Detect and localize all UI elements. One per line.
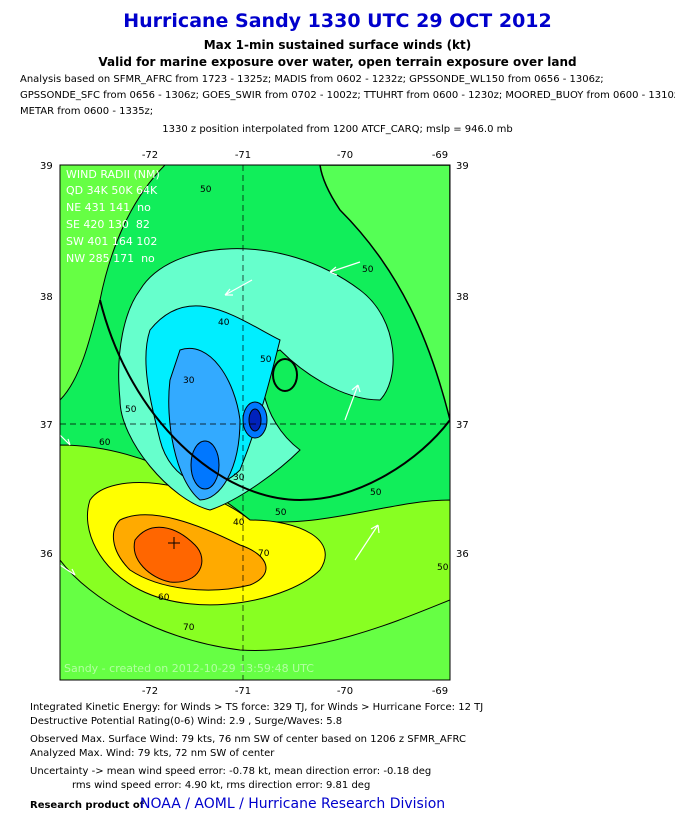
- lat-label: 38: [40, 292, 53, 303]
- radii-row: SW 401 164 102: [66, 235, 157, 248]
- footer-line: Analyzed Max. Wind: 79 kts, 72 nm SW of …: [30, 748, 275, 759]
- watermark: Sandy - created on 2012-10-29 13:59:48 U…: [64, 662, 314, 675]
- lat-label: 37: [456, 420, 469, 431]
- lon-label: -72: [142, 686, 158, 697]
- lat-label: 36: [40, 549, 53, 560]
- lon-label: -69: [432, 686, 448, 697]
- contour-label: 50: [260, 355, 272, 365]
- lon-label: -72: [142, 150, 158, 161]
- wind-field: [60, 165, 450, 680]
- radii-row: SE 420 130 82: [66, 218, 150, 231]
- analysis-line: GPSSONDE_SFC from 0656 - 1306z; GOES_SWI…: [20, 90, 675, 101]
- contour-label: 50: [200, 185, 212, 195]
- contour-label: 40: [218, 318, 230, 328]
- contour-label: 30: [183, 376, 195, 386]
- contour-label: 60: [99, 438, 111, 448]
- axis-labels: -72 -71 -70 -69 -72 -71 -70 -69 39 38 37…: [40, 150, 469, 697]
- map-frame: [59, 164, 451, 681]
- contour-label: 50: [370, 488, 382, 498]
- lon-label: -69: [432, 150, 448, 161]
- subtitle-2: Valid for marine exposure over water, op…: [98, 55, 577, 69]
- lon-label: -70: [337, 150, 353, 161]
- lon-label: -71: [235, 150, 251, 161]
- credit-label: Research product of: [30, 800, 145, 811]
- lat-label: 36: [456, 549, 469, 560]
- lat-label: 39: [456, 161, 469, 172]
- radii-row: NE 431 141 no: [66, 201, 151, 214]
- contour-label: 40: [233, 518, 245, 528]
- lat-label: 39: [40, 161, 53, 172]
- contour-label: 50: [362, 265, 374, 275]
- analysis-line: Analysis based on SFMR_AFRC from 1723 - …: [20, 74, 604, 85]
- lon-label: -70: [337, 686, 353, 697]
- footer-line: Destructive Potential Rating(0-6) Wind: …: [30, 716, 343, 727]
- contour-label: 60: [158, 593, 170, 603]
- contour-labels: 50 50 40 50 30 50 60 50 30 40 50 70 60 7…: [99, 185, 449, 633]
- subtitle: Max 1-min sustained surface winds (kt): [203, 38, 472, 52]
- radii-row: NW 285 171 no: [66, 252, 155, 265]
- lat-label: 37: [40, 420, 53, 431]
- analysis-line: METAR from 0600 - 1335z;: [20, 106, 154, 117]
- footer-line: Uncertainty -> mean wind speed error: -0…: [30, 766, 432, 777]
- footer-line: rms wind speed error: 4.90 kt, rms direc…: [72, 780, 371, 791]
- lon-label: -71: [235, 686, 251, 697]
- footer-line: Integrated Kinetic Energy: for Winds > T…: [30, 702, 484, 713]
- wind-radii: WIND RADII (NM) QD 34K 50K 64K NE 431 14…: [66, 168, 160, 265]
- radii-title: WIND RADII (NM): [66, 168, 160, 181]
- contour-label: 30: [233, 473, 245, 483]
- radii-row: QD 34K 50K 64K: [66, 184, 158, 197]
- footer-line: Observed Max. Surface Wind: 79 kts, 76 n…: [30, 734, 466, 745]
- contour-label: 70: [258, 549, 270, 559]
- title: Hurricane Sandy 1330 UTC 29 OCT 2012: [123, 10, 552, 32]
- lat-label: 38: [456, 292, 469, 303]
- contour-label: 70: [183, 623, 195, 633]
- contour-label: 50: [125, 405, 137, 415]
- contour-label: 50: [437, 563, 449, 573]
- wind-map: 50 50 40 50 30 50 60 50 30 40 50 70 60 7…: [40, 150, 469, 697]
- contour-label: 50: [275, 508, 287, 518]
- credit-org: NOAA / AOML / Hurricane Research Divisio…: [140, 796, 446, 812]
- position-note: 1330 z position interpolated from 1200 A…: [162, 124, 513, 135]
